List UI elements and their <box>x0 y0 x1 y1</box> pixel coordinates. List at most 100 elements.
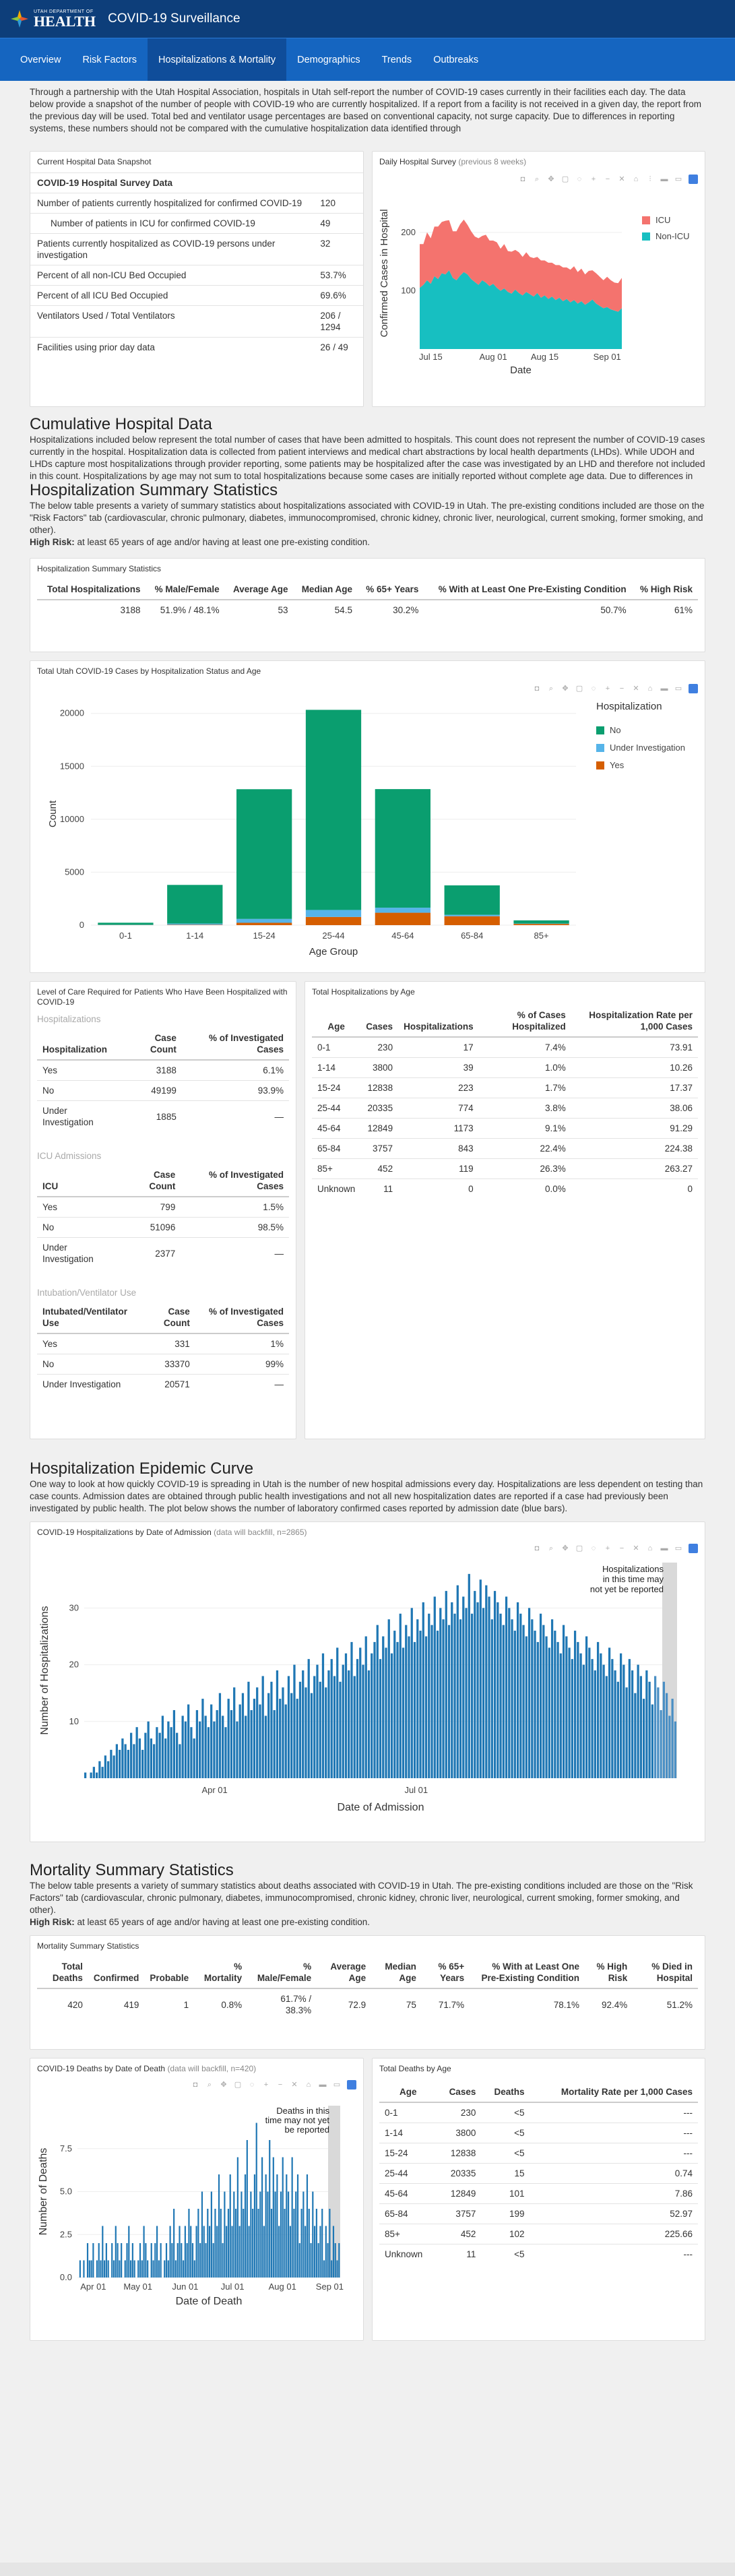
admission-bar[interactable] <box>222 1716 224 1778</box>
death-bar[interactable] <box>248 2226 250 2278</box>
admission-bar[interactable] <box>548 1647 550 1778</box>
column-header[interactable]: Mortality Rate per 1,000 Cases <box>530 2082 698 2103</box>
admission-bar[interactable] <box>373 1641 376 1778</box>
lasso-icon[interactable]: ◌ <box>591 1544 596 1552</box>
admission-bar[interactable] <box>596 1641 600 1778</box>
death-bar[interactable] <box>165 2243 168 2277</box>
death-bar[interactable] <box>147 2260 149 2278</box>
admission-bar[interactable] <box>611 1659 614 1778</box>
death-bar[interactable] <box>212 2243 214 2277</box>
death-bar[interactable] <box>83 2260 85 2278</box>
admission-bar[interactable] <box>310 1693 313 1778</box>
admission-bar[interactable] <box>135 1727 138 1778</box>
death-bar[interactable] <box>250 2191 252 2278</box>
bar-45-64-no[interactable] <box>375 789 430 908</box>
legend-swatch[interactable] <box>596 761 604 769</box>
admission-bar[interactable] <box>622 1664 625 1778</box>
death-bar[interactable] <box>332 2226 335 2278</box>
admission-bar[interactable] <box>224 1727 227 1778</box>
death-bar[interactable] <box>288 2191 290 2278</box>
admission-bar[interactable] <box>284 1704 287 1778</box>
admission-bar[interactable] <box>121 1738 124 1778</box>
death-bar[interactable] <box>310 2243 312 2277</box>
death-bar[interactable] <box>184 2226 186 2278</box>
admission-bar[interactable] <box>428 1613 430 1778</box>
admission-bar[interactable] <box>416 1619 419 1778</box>
box-select-icon[interactable]: ▢ <box>575 685 583 693</box>
column-header[interactable]: Deaths <box>481 2082 530 2103</box>
admission-bar[interactable] <box>104 1755 107 1778</box>
admission-bar[interactable] <box>371 1653 373 1778</box>
admission-bar[interactable] <box>327 1670 330 1778</box>
admission-bar[interactable] <box>499 1613 502 1778</box>
reset-axes-icon[interactable]: ⌂ <box>633 175 639 183</box>
death-bar[interactable] <box>236 2157 238 2278</box>
column-header[interactable]: % of Investigated Cases <box>181 1028 289 1061</box>
death-bar[interactable] <box>137 2260 139 2278</box>
column-header[interactable]: Median Age <box>371 1957 422 1989</box>
admission-bar[interactable] <box>568 1647 571 1778</box>
admission-bar[interactable] <box>516 1602 519 1778</box>
lasso-icon[interactable]: ◌ <box>249 2081 255 2089</box>
death-bar[interactable] <box>145 2243 147 2277</box>
zoom-out-icon[interactable]: − <box>619 1544 625 1552</box>
autoscale-icon[interactable]: ✕ <box>633 685 639 693</box>
death-bar[interactable] <box>270 2209 273 2277</box>
admission-bar[interactable] <box>525 1636 528 1778</box>
admission-bar[interactable] <box>419 1631 422 1778</box>
admission-bar[interactable] <box>651 1704 653 1778</box>
column-header[interactable]: % of Investigated Cases <box>195 1302 289 1334</box>
admission-bar[interactable] <box>399 1613 402 1778</box>
admission-bar[interactable] <box>393 1631 396 1778</box>
admission-bar[interactable] <box>542 1625 545 1778</box>
hover-compare-icon[interactable]: ▭ <box>674 175 682 183</box>
death-bar[interactable] <box>269 2140 271 2277</box>
admission-bar[interactable] <box>639 1676 642 1778</box>
admission-bar[interactable] <box>330 1659 333 1778</box>
admission-bar[interactable] <box>176 1732 179 1778</box>
death-bar[interactable] <box>325 2226 327 2278</box>
legend-swatch-nonicu[interactable] <box>642 232 650 241</box>
death-bar[interactable] <box>179 2226 181 2278</box>
admission-bar[interactable] <box>204 1716 207 1778</box>
bar-1-14-yes[interactable] <box>167 924 223 925</box>
death-bar[interactable] <box>102 2226 104 2278</box>
death-bar[interactable] <box>276 2174 278 2277</box>
zoom-out-icon[interactable]: − <box>278 2081 283 2089</box>
lasso-icon[interactable]: ◌ <box>591 685 596 693</box>
admission-bar[interactable] <box>528 1608 531 1778</box>
death-bar[interactable] <box>107 2260 109 2278</box>
admission-bar[interactable] <box>172 1709 176 1778</box>
death-bar[interactable] <box>227 2209 230 2277</box>
admission-bar[interactable] <box>642 1699 645 1778</box>
death-bar[interactable] <box>88 2260 90 2278</box>
admission-bar[interactable] <box>350 1641 353 1778</box>
death-bar[interactable] <box>218 2174 220 2277</box>
zoom-out-icon[interactable]: − <box>619 685 625 693</box>
legend-swatch[interactable] <box>596 744 604 752</box>
admission-bar[interactable] <box>282 1687 284 1778</box>
admission-bar[interactable] <box>256 1687 259 1778</box>
admission-bar[interactable] <box>645 1670 648 1778</box>
admission-bar[interactable] <box>353 1676 356 1778</box>
death-bar[interactable] <box>152 2260 154 2278</box>
column-header[interactable]: % Died in Hospital <box>633 1957 698 1989</box>
admission-bar[interactable] <box>367 1670 371 1778</box>
zoom-icon[interactable]: ⌕ <box>548 685 554 693</box>
column-header[interactable]: Cases <box>437 2082 482 2103</box>
bar-25-44-yes[interactable] <box>305 916 362 925</box>
admission-bar[interactable] <box>582 1664 585 1778</box>
death-bar[interactable] <box>259 2191 261 2278</box>
hover-closest-icon[interactable]: ▬ <box>319 2081 327 2089</box>
admission-bar[interactable] <box>445 1591 447 1778</box>
bar-1-14-under-investigation[interactable] <box>167 923 223 925</box>
admission-bar[interactable] <box>115 1744 119 1778</box>
admission-bar[interactable] <box>124 1744 127 1778</box>
camera-icon[interactable]: ◘ <box>534 685 540 693</box>
horizontal-scrollbar[interactable] <box>0 2563 735 2576</box>
death-bar[interactable] <box>284 2209 286 2277</box>
admission-bar[interactable] <box>150 1738 153 1778</box>
admission-bar[interactable] <box>113 1755 115 1778</box>
death-bar[interactable] <box>181 2243 183 2277</box>
admission-bar[interactable] <box>253 1699 256 1778</box>
